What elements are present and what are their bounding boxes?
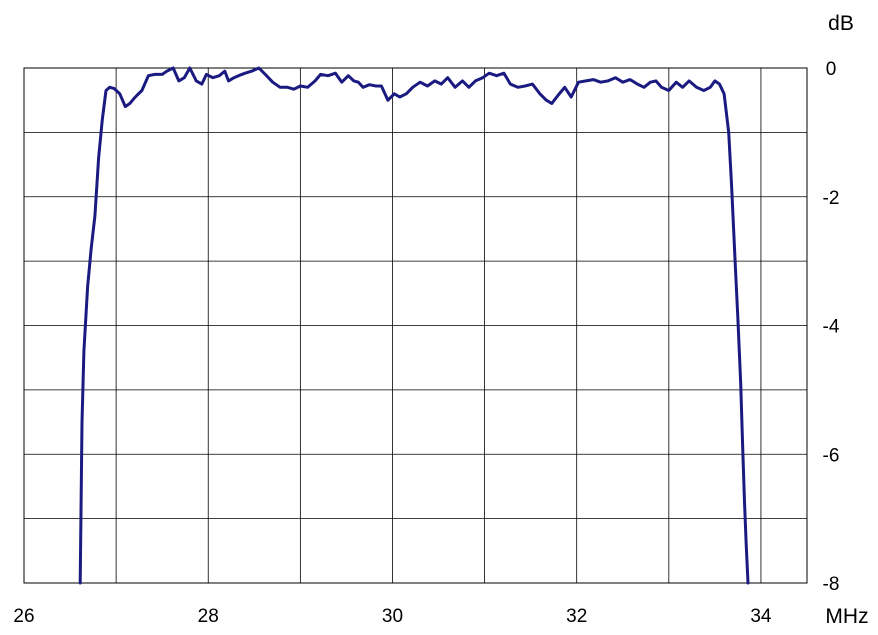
y-axis-unit-label: dB (828, 12, 854, 35)
series (78, 66, 750, 585)
plot-frame (23, 67, 808, 584)
y-tick-label: -6 (823, 445, 840, 466)
x-tick-label: 34 (750, 606, 772, 627)
grid (24, 68, 807, 583)
x-tick-label: 28 (198, 606, 219, 627)
y-tick-label: -8 (823, 574, 840, 595)
x-tick-label: 26 (13, 606, 34, 627)
x-tick-label: 30 (382, 606, 403, 627)
y-axis-tick-labels: 0 -2 -4 -6 -8 (823, 59, 840, 595)
x-axis-unit-label: MHz (825, 605, 868, 628)
x-tick-label: 32 (566, 606, 587, 627)
y-tick-label: -2 (823, 188, 840, 209)
y-tick-label: 0 (826, 59, 837, 80)
response-curve (78, 66, 750, 585)
y-tick-label: -4 (823, 317, 840, 338)
x-axis-tick-labels: 26 28 30 32 34 (13, 606, 772, 627)
